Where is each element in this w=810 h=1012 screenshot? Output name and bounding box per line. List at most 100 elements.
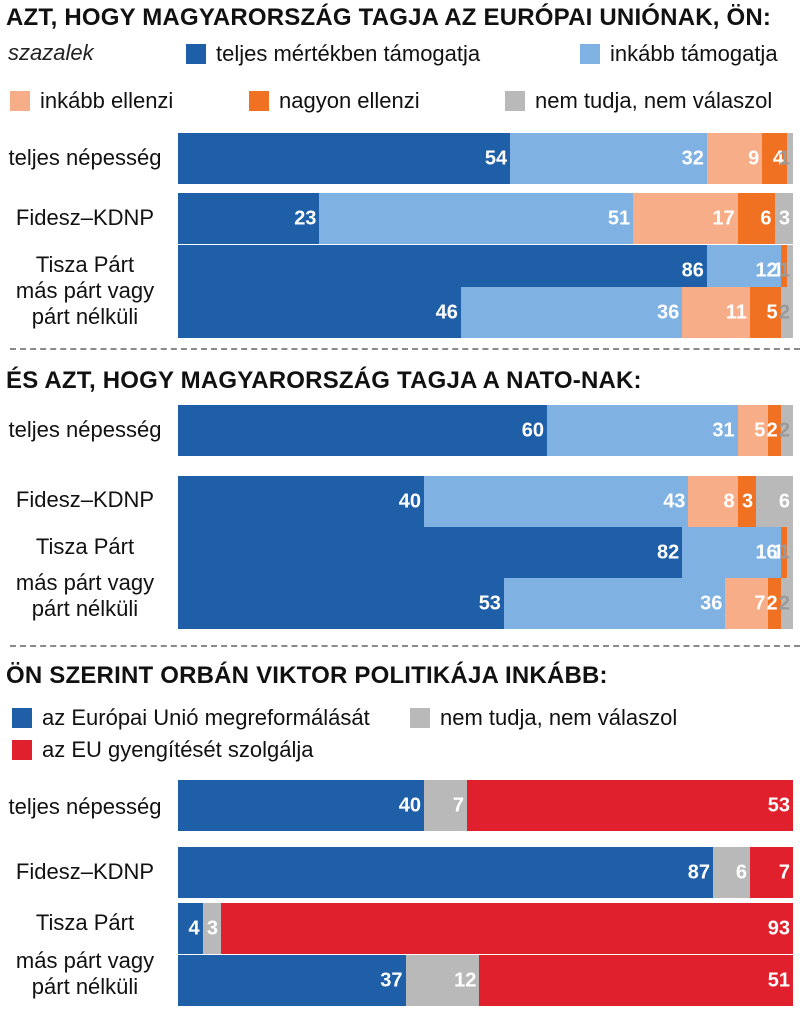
data-label: 7: [452, 794, 465, 816]
bar-segment: 2: [778, 405, 793, 456]
bar-segment: 23: [178, 193, 320, 244]
chart-title-nato: ÉS AZT, HOGY MAGYARORSZÁG TAGJA A NATO-N…: [6, 367, 642, 394]
bar-segment: 7: [749, 847, 793, 898]
data-label: 82: [657, 541, 680, 563]
legend-eu-gyengit: az EU gyengítését szolgálja: [12, 737, 314, 763]
bar-segment: 12: [405, 955, 480, 1006]
bar-segment: 5: [749, 287, 781, 338]
legend-swatch-nem-tudja-orban: [410, 708, 430, 728]
data-label: 1: [778, 541, 790, 563]
data-label: 2: [778, 419, 790, 441]
divider-2: [10, 645, 800, 647]
data-label: 8: [723, 490, 735, 512]
bar-nato-mas: 53 36 7 2 2: [178, 578, 793, 629]
bar-segment: 31: [547, 405, 738, 456]
legend-eu-reform: az Európai Unió megreformálását: [12, 705, 370, 731]
legend-label-inkabb-tamogatja: inkább támogatja: [610, 41, 778, 66]
bar-segment: 40: [178, 476, 424, 527]
bar-segment: 7: [424, 780, 468, 831]
bar-segment: 43: [424, 476, 689, 527]
legend-nagyon-ellenzi: nagyon ellenzi: [249, 88, 420, 114]
data-label: 2: [766, 592, 778, 614]
data-label: 2: [778, 301, 790, 323]
bar-segment: 1: [773, 527, 787, 578]
bar-segment: 17: [633, 193, 738, 244]
data-label: 17: [712, 207, 735, 229]
row-label-nato-mas: más párt vagy párt nélküli: [15, 570, 155, 621]
data-label: 93: [767, 917, 790, 939]
data-label: 5: [754, 419, 766, 441]
bar-segment: 9: [706, 133, 763, 184]
data-label: 9: [748, 147, 760, 169]
bar-orban-fidesz: 87 6 7: [178, 847, 793, 898]
bar-segment: 11: [682, 287, 750, 338]
data-label: 3: [778, 207, 790, 229]
legend-label-nem-tudja-orban: nem tudja, nem válaszol: [440, 705, 678, 730]
bar-segment: 82: [178, 527, 683, 578]
data-label: 37: [380, 969, 403, 991]
legend-label-eu-reform: az Európai Unió megreformálását: [42, 705, 370, 730]
data-label: 12: [755, 259, 778, 281]
bar-segment: 4: [178, 903, 203, 954]
legend-nem-tudja: nem tudja, nem válaszol: [505, 88, 772, 114]
bar-nato-tisza: 82 16 1 1: [178, 527, 793, 578]
data-label: 23: [294, 207, 317, 229]
row-label-orban-teljes: teljes népesség: [8, 794, 162, 819]
bar-segment: 5: [737, 405, 769, 456]
data-label: 4: [772, 147, 784, 169]
data-label: 5: [766, 301, 778, 323]
bar-segment: 3: [737, 476, 757, 527]
data-label: 31: [712, 419, 735, 441]
bar-segment: 7: [725, 578, 769, 629]
data-label: 1: [772, 541, 784, 563]
data-label: 43: [663, 490, 686, 512]
legend-inkabb-tamogatja: inkább támogatja: [580, 41, 778, 67]
legend-label-nagyon-ellenzi: nagyon ellenzi: [279, 88, 420, 113]
bar-segment: 6: [756, 476, 793, 527]
legend-label-nem-tudja: nem tudja, nem válaszol: [535, 88, 773, 113]
bar-segment: 46: [178, 287, 461, 338]
chart-title-orban: ÖN SZERINT ORBÁN VIKTOR POLITIKÁJA INKÁB…: [6, 662, 608, 689]
bar-orban-teljes: 40 7 53: [178, 780, 793, 831]
legend-swatch-inkabb-ellenzi: [10, 91, 30, 111]
data-label: 1: [772, 259, 784, 281]
bar-segment: 6: [713, 847, 750, 898]
legend-swatch-nagyon-ellenzi: [249, 91, 269, 111]
data-label: 3: [206, 917, 219, 939]
legend-label-teljes: teljes mértékben támogatja: [216, 41, 481, 66]
divider-1: [10, 348, 800, 350]
bar-segment: 51: [479, 955, 793, 1006]
bar-segment: 32: [510, 133, 707, 184]
bar-segment: 3: [202, 903, 222, 954]
bar-segment: 2: [766, 405, 781, 456]
data-label: 2: [766, 419, 778, 441]
row-label-orban-mas: más párt vagy párt nélküli: [15, 948, 155, 999]
row-label-nato-tisza: Tisza Párt: [35, 534, 135, 559]
legend-swatch-eu-reform: [12, 708, 32, 728]
legend-swatch-teljes: [186, 44, 206, 64]
bar-segment: 1: [779, 245, 793, 296]
data-label: 3: [741, 490, 754, 512]
bar-segment: 53: [467, 780, 793, 831]
bar-segment: 37: [178, 955, 406, 1006]
bar-segment: 4: [762, 133, 787, 184]
bar-eu-mas: 46 36 11 5 2: [178, 287, 793, 338]
legend-label-inkabb-ellenzi: inkább ellenzi: [40, 88, 174, 113]
bar-nato-fidesz: 40 43 8 3 6: [178, 476, 793, 527]
chart-title-eu: AZT, HOGY MAGYARORSZÁG TAGJA AZ EURÓPAI …: [6, 4, 772, 31]
row-label-nato-fidesz: Fidesz–KDNP: [15, 487, 155, 512]
data-label: 46: [435, 301, 458, 323]
data-label: 60: [521, 419, 544, 441]
legend-teljes: teljes mértékben támogatja: [186, 41, 480, 67]
bar-segment: 54: [178, 133, 511, 184]
data-label: 86: [681, 259, 704, 281]
data-label: 54: [484, 147, 508, 169]
row-label-eu-tisza: Tisza Párt: [35, 252, 135, 277]
data-label: 1: [778, 147, 790, 169]
row-label-eu-fidesz: Fidesz–KDNP: [15, 205, 155, 230]
data-label: 51: [767, 969, 790, 991]
bar-segment: 87: [178, 847, 714, 898]
bar-segment: 16: [682, 527, 781, 578]
data-label: 16: [755, 541, 778, 563]
data-label: 32: [681, 147, 704, 169]
